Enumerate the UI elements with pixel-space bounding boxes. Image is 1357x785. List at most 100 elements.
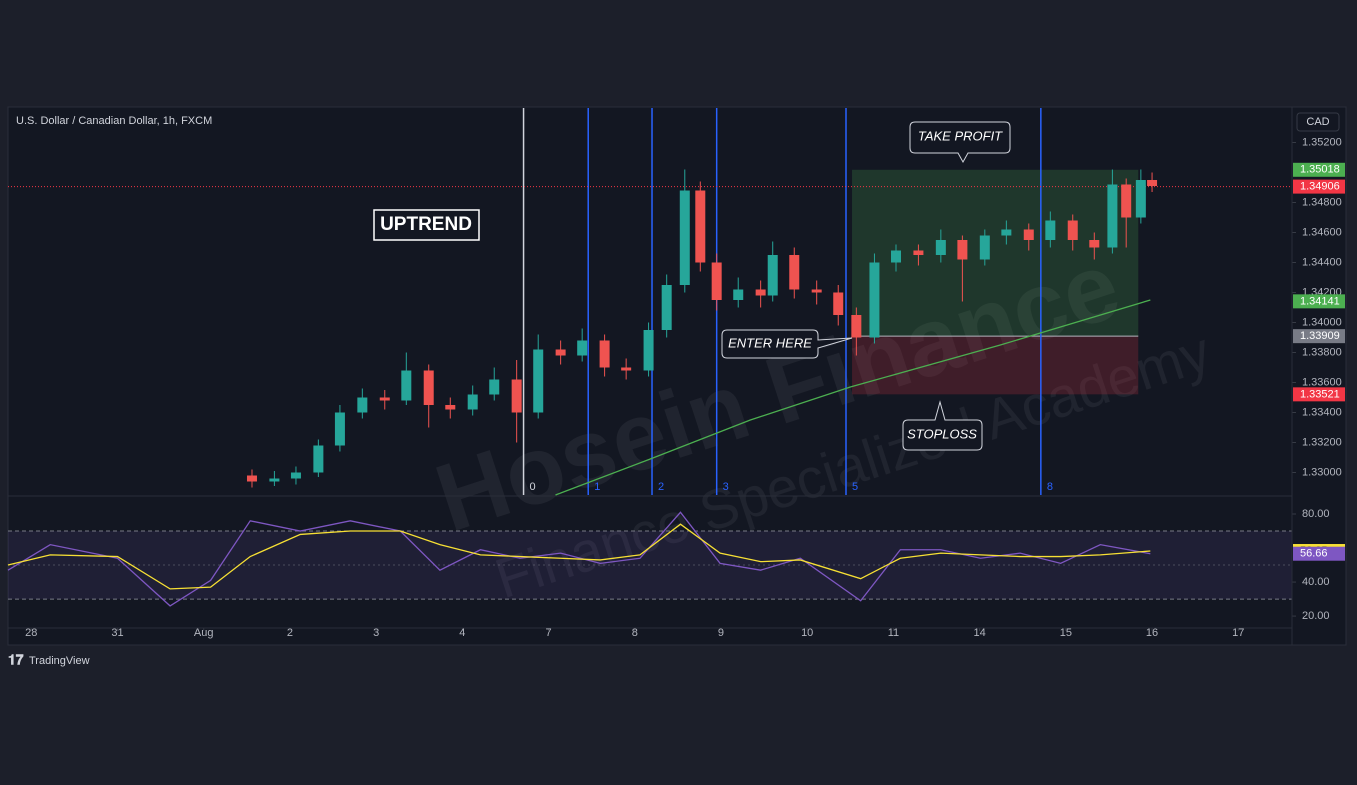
x-tick-label: 8 [632, 627, 638, 639]
candle-body [511, 379, 522, 413]
candle-body [1045, 220, 1056, 240]
loss-zone [852, 336, 1139, 395]
price-badge [1293, 179, 1345, 194]
candle-body [1067, 220, 1078, 240]
price-badge-label: 1.35018 [1300, 164, 1340, 176]
candle-body [269, 478, 280, 482]
vertical-line-label: 1 [594, 481, 600, 493]
candle-body [789, 255, 800, 290]
candle-body [445, 405, 456, 410]
price-badge-label: 1.33909 [1300, 330, 1340, 342]
candle-body [869, 262, 880, 338]
callout [721, 329, 853, 359]
y-tick-label: 1.34600 [1302, 226, 1342, 238]
y-tick-label: 1.33000 [1302, 466, 1342, 478]
price-badge-label: 56.66 [1300, 548, 1328, 560]
candle-body [661, 285, 672, 330]
candle-body [767, 255, 778, 296]
uptrend-label: UPTREND [380, 214, 472, 235]
candle-body [1121, 184, 1132, 218]
x-tick-label: 28 [25, 627, 37, 639]
candle-body [851, 315, 862, 338]
uptrend-box [373, 209, 480, 241]
enter-label: ENTER HERE [728, 335, 812, 350]
candle-body [1023, 229, 1034, 240]
price-badge-label: 1.33521 [1300, 388, 1340, 400]
candle-body [913, 250, 924, 255]
x-tick-label: 10 [801, 627, 813, 639]
candle-body [489, 379, 500, 395]
plot-layer: 1.33000 1.33200 1.33400 1.33600 1.33800 1.340… [7, 108, 1345, 639]
candle-body [833, 292, 844, 315]
candle-body [957, 240, 968, 260]
candle-body [334, 412, 345, 446]
candle-body [935, 240, 946, 255]
x-tick-label: 3 [373, 627, 379, 639]
x-tick-label: 2 [287, 627, 293, 639]
price-badge [1293, 162, 1345, 177]
y-tick-label: 1.33600 [1302, 376, 1342, 388]
candle-body [290, 472, 301, 479]
candle-body [467, 394, 478, 410]
price-badge [1293, 546, 1345, 561]
candle-body [979, 235, 990, 260]
rsi-tick-label: 20.00 [1302, 610, 1330, 622]
price-badge [1293, 294, 1345, 309]
moving-average [555, 299, 1151, 496]
candle-body [1089, 240, 1100, 248]
candle-body [811, 289, 822, 293]
candle-body [755, 289, 766, 296]
candle-body [357, 397, 368, 413]
currency-box [1296, 112, 1340, 132]
x-tick-label: 14 [974, 627, 986, 639]
logo: TradingView [29, 655, 90, 667]
x-tick-label: 7 [545, 627, 551, 639]
candle-body [246, 475, 257, 482]
vertical-line-label: 2 [658, 481, 664, 493]
vertical-line-label: 0 [530, 481, 536, 493]
x-tick-label: 11 [888, 627, 899, 639]
rsi-line [7, 523, 1151, 590]
y-tick-label: 1.33800 [1302, 346, 1342, 358]
vertical-line-label: 8 [1047, 481, 1053, 493]
price-badge [1293, 387, 1345, 402]
x-tick-label: Aug [194, 627, 214, 639]
chart-title: U.S. Dollar / Canadian Dollar, 1h, FXCM [16, 115, 212, 127]
candle-body [533, 349, 544, 413]
candle-body [1147, 180, 1158, 186]
currency: CAD [1306, 116, 1329, 128]
rsi-tick-label: 40.00 [1302, 576, 1330, 588]
candle-body [1107, 184, 1118, 248]
candle-body [679, 190, 690, 285]
price-badge-label: 1.34141 [1300, 295, 1340, 307]
candle-body [555, 349, 566, 356]
candle-body [695, 190, 706, 263]
x-tick-label: 17 [1232, 627, 1244, 639]
price-badge [1293, 329, 1345, 344]
callout [909, 121, 1011, 164]
x-tick-label: 16 [1146, 627, 1158, 639]
candle-body [379, 397, 390, 401]
y-tick-label: 1.35200 [1302, 136, 1342, 148]
candle-body [733, 289, 744, 300]
candle-body [599, 340, 610, 368]
candle-body [1001, 229, 1012, 236]
candle-body [423, 370, 434, 405]
x-tick-label: 31 [111, 627, 123, 639]
rsi-tick-label: 80.00 [1302, 508, 1330, 520]
candle-body [313, 445, 324, 473]
price-badge-label: 1.34906 [1300, 181, 1340, 193]
x-tick-label: 9 [718, 627, 724, 639]
take-profit-label: TAKE PROFIT [918, 128, 1003, 143]
y-tick-label: 1.34800 [1302, 196, 1342, 208]
y-tick-label: 1.33200 [1302, 436, 1342, 448]
vertical-line-label: 5 [852, 481, 858, 493]
x-tick-label: 4 [459, 627, 465, 639]
candle-body [711, 262, 722, 300]
candle-body [1135, 180, 1146, 218]
rsi-line [7, 511, 1151, 607]
candle-body [643, 330, 654, 371]
vertical-line-label: 3 [723, 481, 729, 493]
